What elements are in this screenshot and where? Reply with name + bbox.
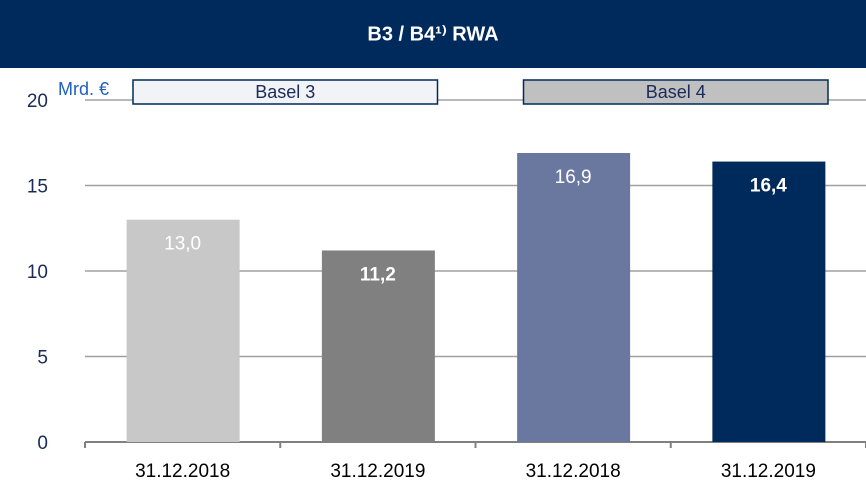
x-tick-label: 31.12.2018 — [135, 461, 230, 482]
chart-title: B3 / B4¹⁾ RWA — [367, 23, 498, 45]
x-tick-label: 31.12.2018 — [526, 461, 621, 482]
group-label: Basel 3 — [255, 82, 315, 102]
y-axis-label: Mrd. € — [58, 79, 109, 99]
y-tick-label: 10 — [27, 262, 48, 283]
y-tick-label: 0 — [37, 433, 48, 454]
x-tick-label: 31.12.2019 — [330, 461, 425, 482]
bar — [517, 153, 631, 442]
data-label: 13,0 — [164, 234, 201, 255]
y-tick-label: 5 — [37, 348, 48, 369]
bar — [126, 219, 240, 442]
y-tick-label: 15 — [27, 177, 48, 198]
data-label: 11,2 — [360, 264, 396, 285]
title-bar — [0, 0, 866, 68]
data-label: 16,4 — [750, 176, 787, 197]
data-label: 16,9 — [555, 167, 592, 188]
bar — [712, 161, 826, 442]
x-tick-label: 31.12.2019 — [721, 461, 816, 482]
y-tick-label: 20 — [27, 91, 48, 112]
bar — [321, 250, 435, 442]
group-box — [522, 79, 829, 105]
group-box — [132, 79, 439, 105]
group-label: Basel 4 — [646, 82, 706, 102]
